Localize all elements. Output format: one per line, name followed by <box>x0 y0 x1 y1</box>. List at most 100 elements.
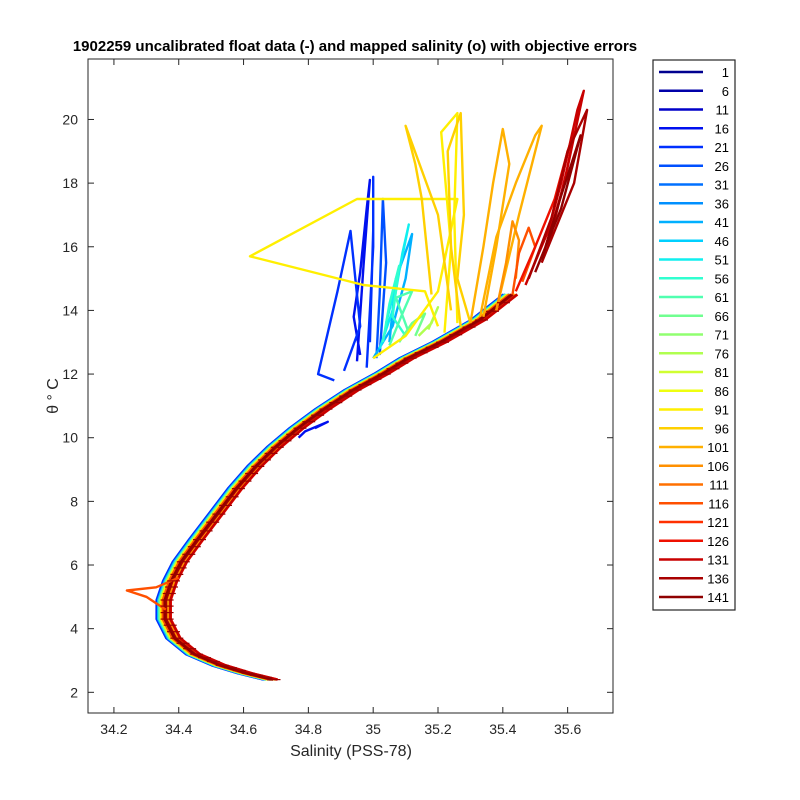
legend-item-111: 111 <box>659 478 729 493</box>
legend-label: 76 <box>715 346 729 361</box>
surface-line-21-2 <box>316 229 362 382</box>
legend-label: 1 <box>722 65 729 80</box>
surface-line-96-13 <box>404 124 453 311</box>
surface-line-141-21 <box>534 134 582 273</box>
legend-label: 91 <box>715 403 729 418</box>
legend-item-81: 81 <box>659 365 729 380</box>
surface-line-21-1 <box>365 175 375 368</box>
surface-line-101-15 <box>478 124 543 318</box>
legend-item-71: 71 <box>659 328 729 343</box>
legend-item-91: 91 <box>659 403 729 418</box>
x-tick-label: 35.2 <box>424 721 451 737</box>
legend-item-6: 6 <box>659 84 729 99</box>
legend-label: 26 <box>715 159 729 174</box>
legend-label: 11 <box>716 103 730 118</box>
series-lines <box>125 89 589 681</box>
y-tick-label: 18 <box>62 175 78 191</box>
x-tick-label: 34.6 <box>230 721 257 737</box>
legend-label: 66 <box>715 309 729 324</box>
profile-line-131 <box>169 293 518 681</box>
x-axis-label: Salinity (PSS-78) <box>290 743 412 760</box>
y-tick-label: 20 <box>62 111 78 127</box>
y-tick-label: 10 <box>62 430 78 446</box>
y-tick-label: 12 <box>62 366 78 382</box>
legend-item-56: 56 <box>659 271 729 286</box>
legend-item-126: 126 <box>659 534 729 549</box>
legend-item-86: 86 <box>659 384 729 399</box>
legend-label: 61 <box>715 290 729 305</box>
x-tick-label: 35 <box>365 721 381 737</box>
legend-item-11: 11 <box>659 103 729 118</box>
legend-label: 16 <box>715 121 729 136</box>
x-tick-label: 34.8 <box>295 721 322 737</box>
legend-label: 106 <box>707 459 729 474</box>
legend-label: 41 <box>715 215 729 230</box>
profile-line-141 <box>163 293 513 681</box>
legend-item-76: 76 <box>659 346 729 361</box>
legend-label: 126 <box>707 534 729 549</box>
y-tick-label: 16 <box>62 239 78 255</box>
legend-item-96: 96 <box>659 421 729 436</box>
legend-item-36: 36 <box>659 196 729 211</box>
legend-label: 96 <box>715 421 729 436</box>
x-axis: 34.2 34.4 34.6 34.8 35 35.2 35.4 35.6 <box>100 59 581 737</box>
x-tick-label: 34.2 <box>100 721 127 737</box>
legend-item-26: 26 <box>659 159 729 174</box>
legend-item-141: 141 <box>659 590 729 605</box>
plot-area: 34.2 34.4 34.6 34.8 35 35.2 35.4 35.6 2 4 6 8 10 12 1… <box>62 58 614 737</box>
legend-item-131: 131 <box>659 553 729 568</box>
legend-label: 116 <box>708 496 729 511</box>
legend-item-116: 116 <box>659 496 729 511</box>
legend-label: 6 <box>722 84 729 99</box>
y-axis: 2 4 6 8 10 12 14 16 18 20 <box>62 111 613 700</box>
x-tick-label: 35.4 <box>489 721 516 737</box>
legend-label: 46 <box>715 234 729 249</box>
legend-label: 136 <box>707 571 729 586</box>
surface-line-56-6 <box>381 264 407 343</box>
legend-label: 121 <box>707 515 729 530</box>
legend-item-61: 61 <box>659 290 729 305</box>
y-tick-label: 8 <box>70 493 78 509</box>
surface-line-101-14 <box>469 127 511 324</box>
legend-item-136: 136 <box>659 571 729 586</box>
legend-item-41: 41 <box>659 215 729 230</box>
y-tick-label: 14 <box>62 302 78 318</box>
legend-label: 86 <box>715 384 729 399</box>
mapped-salinity-errorbars <box>160 302 510 681</box>
legend-item-1: 1 <box>659 65 729 80</box>
legend-label: 51 <box>715 253 729 268</box>
x-tick-label: 35.6 <box>554 721 581 737</box>
legend: 1611162126313641465156616671768186919610… <box>652 59 736 611</box>
legend-item-31: 31 <box>659 178 729 193</box>
legend-item-46: 46 <box>659 234 729 249</box>
surface-line-91-10 <box>248 197 459 360</box>
legend-label: 101 <box>707 440 729 455</box>
surface-line-136-20 <box>527 108 589 280</box>
legend-label: 21 <box>715 140 729 155</box>
surface-line-96-12 <box>446 111 472 327</box>
surface-line-61-7 <box>388 290 414 346</box>
legend-label: 131 <box>707 553 729 568</box>
legend-item-121: 121 <box>659 515 729 530</box>
legend-label: 141 <box>707 590 729 605</box>
chart-title: 1902259 uncalibrated float data (-) and … <box>73 38 637 55</box>
surface-line-131-19 <box>524 89 585 286</box>
legend-item-66: 66 <box>659 309 729 324</box>
surface-line-116-22 <box>125 576 180 611</box>
legend-item-106: 106 <box>659 459 729 474</box>
legend-label: 56 <box>715 271 729 286</box>
y-tick-label: 4 <box>70 621 78 637</box>
legend-item-101: 101 <box>659 440 729 455</box>
legend-label: 71 <box>715 328 729 343</box>
legend-label: 111 <box>709 478 729 493</box>
y-axis-label: θ ° C <box>45 378 62 414</box>
legend-label: 36 <box>715 196 729 211</box>
legend-item-16: 16 <box>659 121 729 136</box>
surface-line-91-11 <box>440 111 459 333</box>
surface-line-16-23 <box>297 420 329 439</box>
legend-label: 31 <box>715 178 729 193</box>
y-tick-label: 6 <box>70 557 78 573</box>
legend-item-51: 51 <box>659 253 729 268</box>
legend-item-21: 21 <box>659 140 729 155</box>
